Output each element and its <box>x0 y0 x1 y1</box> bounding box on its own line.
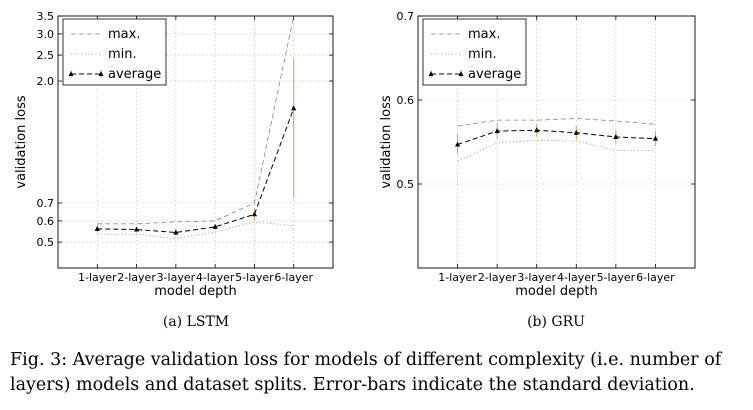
y-tick-label: 0.5 <box>37 236 55 249</box>
series-line-average <box>97 108 295 233</box>
y-tick-label: 3.5 <box>37 10 55 23</box>
x-tick-label: 2-layer <box>117 271 156 284</box>
average-point <box>291 105 297 111</box>
subcaption: (a) LSTM <box>163 314 229 330</box>
chart-gru: 1-layer 2-layer 3-layer 4-layer 5-layer 6-lay… <box>379 10 696 330</box>
series-line-max <box>457 118 656 127</box>
legend-marker <box>458 71 464 76</box>
series-line-min <box>457 139 656 162</box>
x-tick-label: 4-layer <box>196 271 235 284</box>
y-tick-label: 0.6 <box>37 215 55 228</box>
x-axis-label: model depth <box>154 284 236 299</box>
y-tick-label: 0.6 <box>397 94 415 107</box>
legend-label: max. <box>468 27 500 42</box>
series-line-min <box>97 221 294 240</box>
legend-label: max. <box>108 27 140 42</box>
y-tick-label: 2.5 <box>37 49 55 62</box>
y-tick-label: 0.7 <box>397 10 415 23</box>
series-line-average <box>457 129 656 145</box>
x-tick-label: 3-layer <box>517 271 556 284</box>
x-tick-label: 6-layer <box>636 271 675 284</box>
average-point <box>573 129 579 135</box>
x-tick-label: 6-layer <box>274 271 313 284</box>
y-tick-label: 0.7 <box>37 197 55 210</box>
average-point <box>652 135 659 141</box>
y-tick-label: 0.5 <box>397 178 415 191</box>
x-tick-label: 5-layer <box>235 271 274 284</box>
average-point <box>212 223 218 229</box>
average-point <box>94 225 100 231</box>
y-axis-label: validation loss <box>379 95 394 188</box>
x-tick-label: 2-layer <box>478 271 517 284</box>
average-point <box>454 141 461 147</box>
legend-label: average <box>468 67 521 82</box>
average-point <box>534 127 540 133</box>
x-tick-label: 5-layer <box>597 271 636 284</box>
legend-marker <box>98 71 104 76</box>
average-point <box>494 128 500 134</box>
legend-marker <box>68 71 74 76</box>
legend-label: min. <box>468 47 497 62</box>
legend-label: average <box>108 67 161 82</box>
average-point <box>251 211 258 217</box>
series-line-max <box>97 15 295 225</box>
legend-marker <box>428 71 434 76</box>
x-tick-label: 4-layer <box>557 271 596 284</box>
average-point <box>173 229 179 235</box>
average-point <box>133 226 140 232</box>
average-point <box>613 133 619 139</box>
x-tick-label: 3-layer <box>157 271 196 284</box>
x-axis-label: model depth <box>515 284 597 299</box>
figure-caption: Fig. 3: Average validation loss for mode… <box>10 350 722 395</box>
y-axis-label: validation loss <box>14 95 29 188</box>
subcaption: (b) GRU <box>527 314 585 330</box>
y-tick-label: 3.0 <box>37 28 55 41</box>
x-tick-label: 1-layer <box>438 271 477 284</box>
y-tick-label: 2.0 <box>37 75 55 88</box>
plot-frame <box>417 15 696 269</box>
chart-lstm: 1-layer 2-layer 3-layer 4-layer 5-layer 6-lay… <box>14 10 334 330</box>
x-tick-label: 1-layer <box>78 271 117 284</box>
legend-label: min. <box>108 47 137 62</box>
plot-frame <box>57 15 334 269</box>
